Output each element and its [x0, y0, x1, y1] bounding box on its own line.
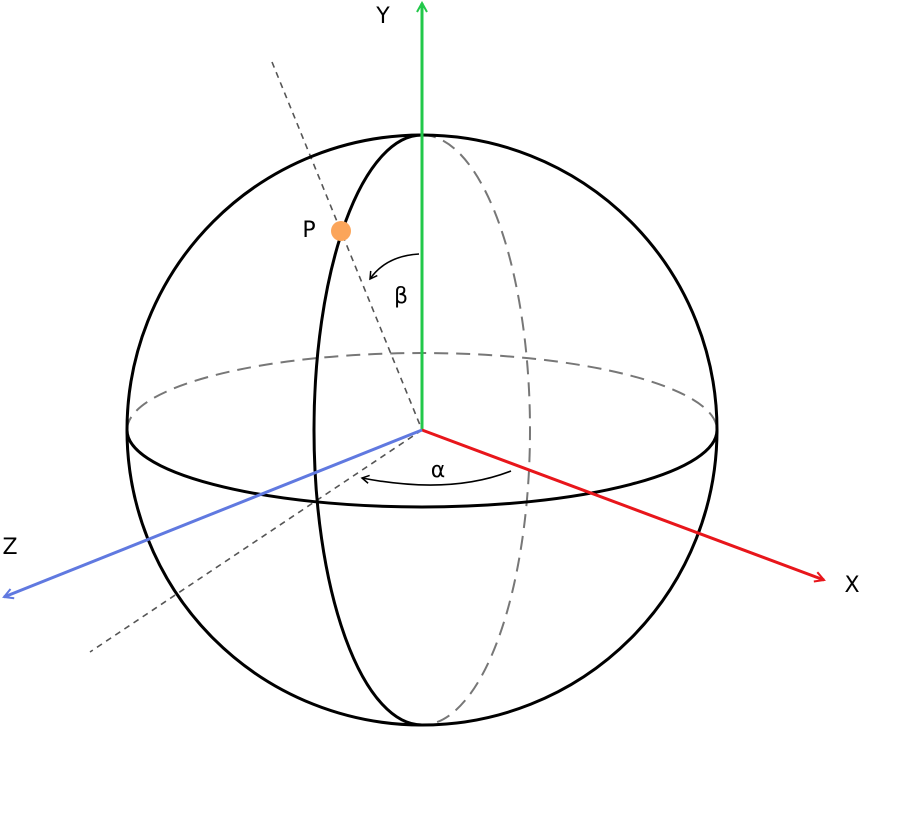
meridian-back: [421, 134, 531, 726]
beta-label: β: [394, 284, 408, 309]
p-direction-line: [271, 61, 423, 431]
projection-line: [89, 429, 423, 653]
point-p: [331, 221, 351, 241]
y-axis-label: Y: [375, 4, 390, 29]
z-axis-label: Z: [2, 535, 17, 560]
x-axis: [421, 428, 824, 580]
meridian-front: [312, 133, 423, 727]
alpha-label: α: [431, 458, 446, 483]
beta-arc: [369, 253, 420, 281]
z-axis: [4, 428, 423, 597]
equator-front: [125, 429, 719, 509]
point-label: P: [302, 218, 315, 243]
x-axis-label: X: [844, 573, 859, 598]
alpha-arc: [360, 470, 512, 486]
